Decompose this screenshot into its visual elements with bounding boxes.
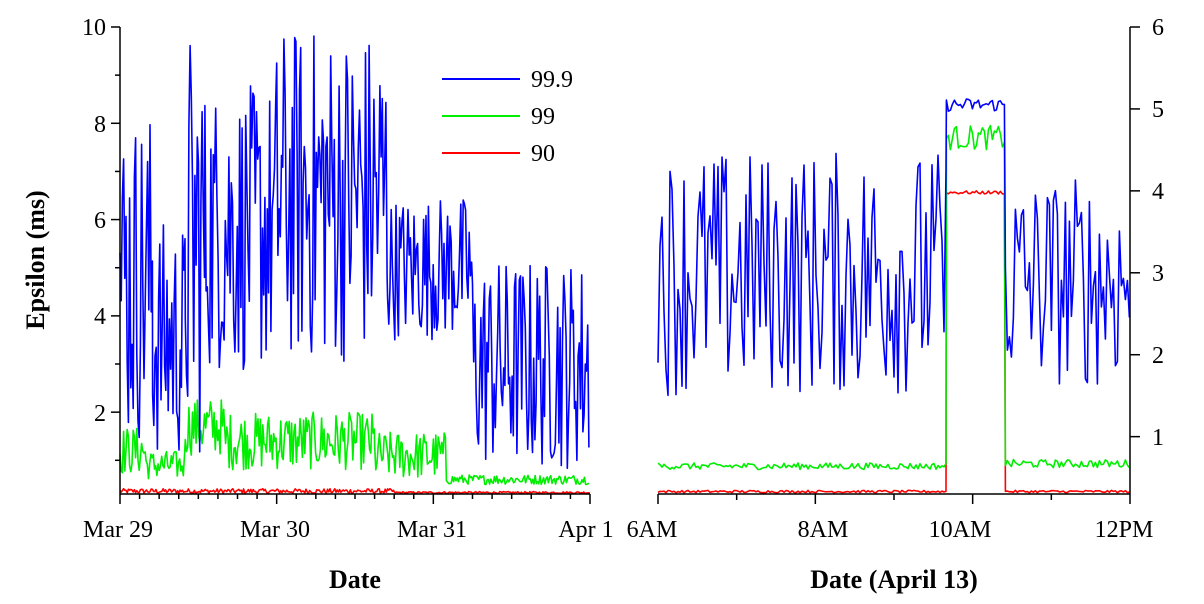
left-series-line-90 — [119, 487, 590, 495]
left-y-tick-label-2: 2 — [94, 401, 106, 427]
right-x-tick-label-8am: 8AM — [798, 517, 849, 543]
legend-label-99: 99 — [531, 104, 555, 130]
left-y-axis-title: Epsilon (ms) — [21, 190, 50, 329]
legend: 99.9 99 90 — [442, 67, 573, 167]
right-y-tick-label-6: 6 — [1152, 15, 1164, 41]
right-x-tick-label-10am: 10AM — [929, 517, 992, 543]
right-y-tick-label-3: 3 — [1152, 261, 1164, 287]
right-y-tick-label-5: 5 — [1152, 97, 1164, 123]
right-y-tick-label-1: 1 — [1152, 425, 1164, 451]
left-panel: 10 8 6 4 2 Mar 29 Mar 30 Mar 31 Apr 1 Da… — [21, 15, 614, 594]
left-y-tick-label-4: 4 — [94, 304, 106, 330]
right-series-group — [657, 98, 1131, 494]
legend-label-90: 90 — [531, 141, 555, 167]
right-x-axis-title: Date (April 13) — [810, 565, 978, 594]
left-y-tick-label-10: 10 — [82, 15, 106, 41]
left-ticks-group — [111, 26, 591, 504]
left-x-tick-label-mar30: Mar 30 — [240, 517, 310, 543]
right-y-tick-label-2: 2 — [1152, 343, 1164, 369]
left-x-tick-label-mar29: Mar 29 — [83, 517, 153, 543]
left-y-tick-label-6: 6 — [94, 208, 106, 234]
right-x-tick-label-12pm: 12PM — [1095, 517, 1154, 543]
right-series-line-999 — [657, 98, 1131, 397]
left-y-tick-label-8: 8 — [94, 112, 106, 138]
right-y-tick-label-4: 4 — [1152, 179, 1164, 205]
legend-label-999: 99.9 — [531, 67, 573, 93]
left-series-group — [119, 35, 590, 495]
left-series-line-999 — [119, 35, 590, 470]
right-x-tick-label-6am: 6AM — [627, 517, 678, 543]
right-series-line-90 — [657, 190, 1130, 494]
right-panel: 6 5 4 3 2 1 6AM 8AM 10AM 12PM Date (Apri… — [627, 15, 1164, 594]
right-ticks-group — [657, 26, 1140, 504]
right-series-line-99 — [657, 124, 1131, 471]
left-x-tick-label-apr1: Apr 1 — [558, 517, 613, 543]
left-series-line-99 — [119, 399, 590, 486]
left-x-axis-title: Date — [329, 565, 381, 594]
left-x-tick-label-mar31: Mar 31 — [397, 517, 467, 543]
